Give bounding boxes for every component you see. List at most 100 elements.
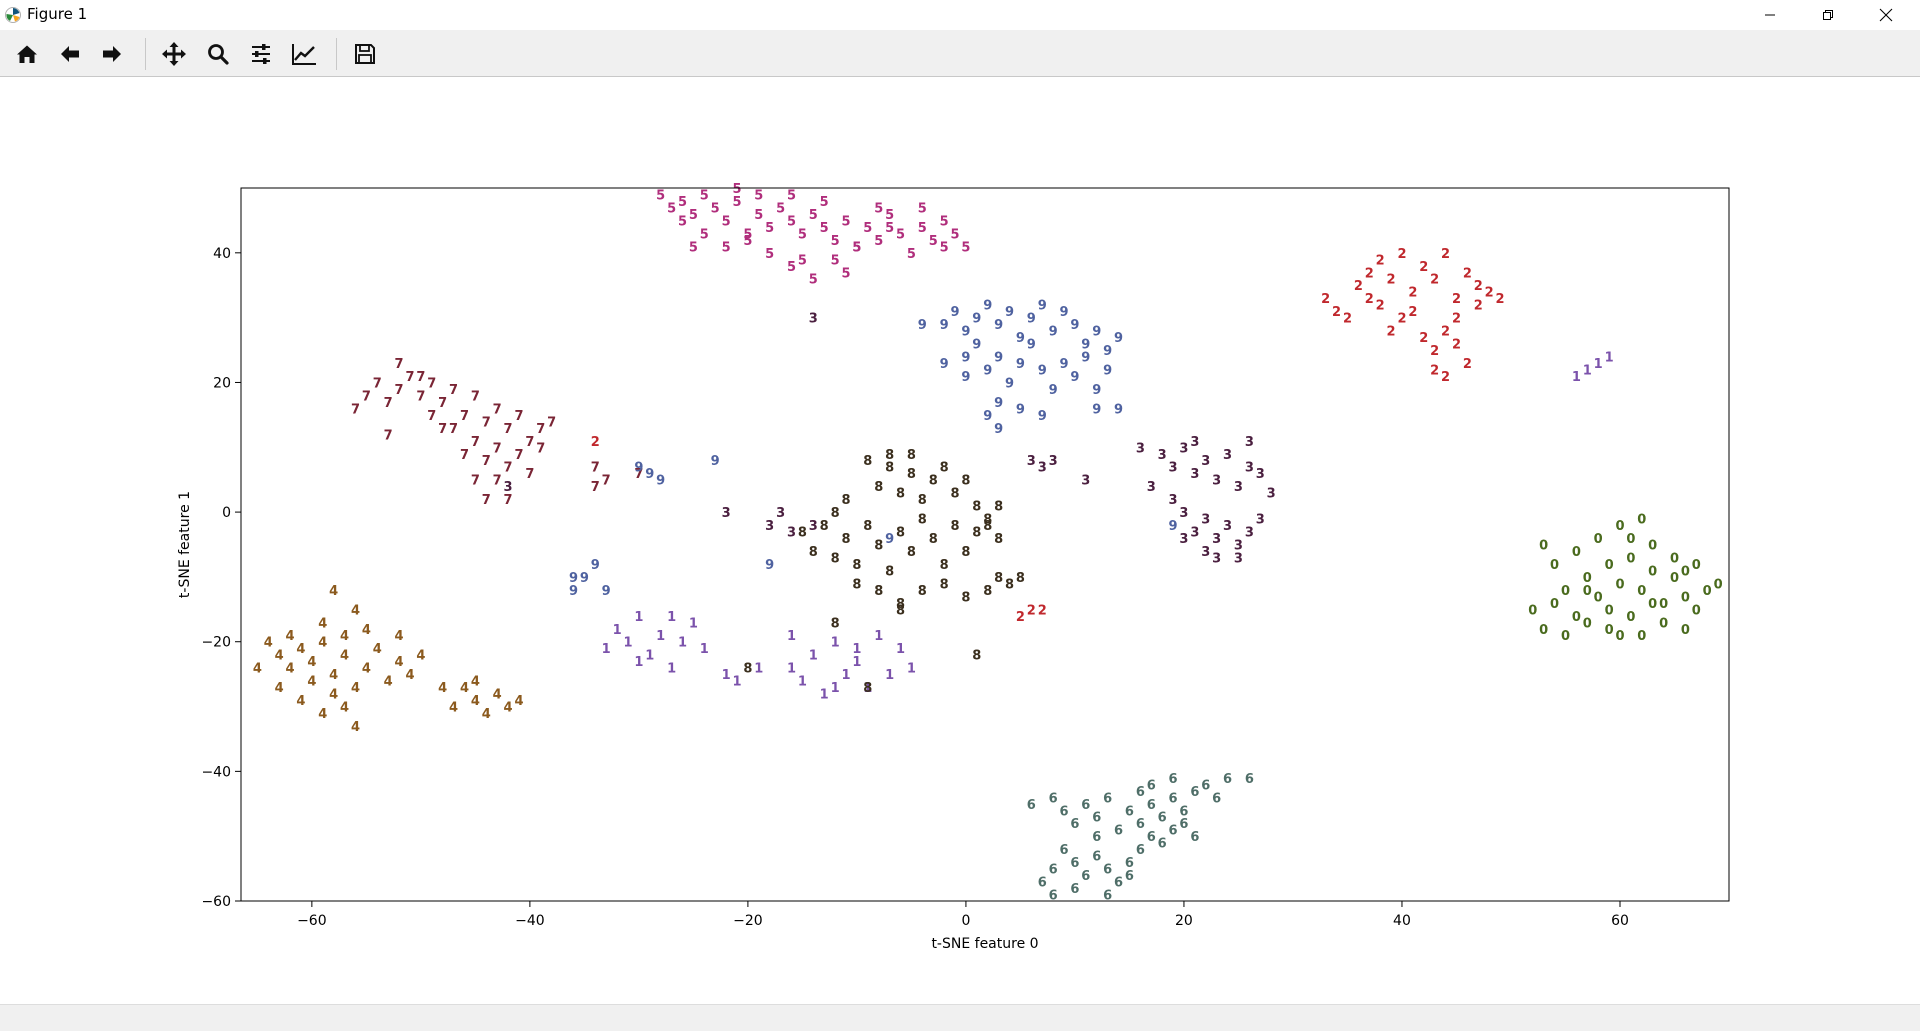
digit-point-5: 5 — [798, 253, 807, 268]
digit-point-5: 5 — [950, 227, 959, 242]
digit-point-8: 8 — [918, 513, 927, 528]
digit-point-5: 5 — [743, 234, 752, 249]
digit-point-9: 9 — [569, 571, 578, 586]
digit-point-8: 8 — [972, 526, 981, 541]
digit-point-3: 3 — [1212, 474, 1221, 489]
digit-point-7: 7 — [536, 422, 545, 437]
digit-point-7: 7 — [362, 389, 371, 404]
digit-point-9: 9 — [634, 461, 643, 476]
digit-point-3: 3 — [1179, 441, 1188, 456]
digit-point-1: 1 — [831, 681, 840, 696]
digit-point-9: 9 — [1027, 338, 1036, 353]
digit-point-4: 4 — [296, 694, 305, 709]
digit-point-5: 5 — [700, 188, 709, 203]
digit-point-6: 6 — [1190, 830, 1199, 845]
digit-point-0: 0 — [1626, 532, 1635, 547]
home-button[interactable] — [9, 37, 45, 71]
digit-point-9: 9 — [1070, 370, 1079, 385]
digit-point-5: 5 — [852, 240, 861, 255]
digit-point-6: 6 — [1049, 863, 1058, 878]
digit-point-5: 5 — [798, 227, 807, 242]
digit-point-5: 5 — [929, 234, 938, 249]
digit-point-1: 1 — [896, 642, 905, 657]
digit-point-9: 9 — [1081, 338, 1090, 353]
x-tick-label: 60 — [1611, 913, 1629, 929]
digit-point-8: 8 — [994, 571, 1003, 586]
x-axis-ticks: −60 −40 −20 0 20 40 60 — [297, 901, 1629, 929]
pan-button[interactable] — [156, 37, 192, 71]
digit-point-1: 1 — [667, 610, 676, 625]
digit-point-4: 4 — [514, 694, 523, 709]
digit-point-0: 0 — [1615, 519, 1624, 534]
digit-point-2: 2 — [1430, 273, 1439, 288]
minimize-button[interactable] — [1741, 0, 1799, 30]
digit-point-2: 2 — [1387, 325, 1396, 340]
digit-point-0: 0 — [1539, 623, 1548, 638]
digit-point-2: 2 — [1452, 312, 1461, 327]
digit-point-0: 0 — [1626, 610, 1635, 625]
digit-point-6: 6 — [1103, 863, 1112, 878]
digit-point-5: 5 — [809, 208, 818, 223]
digit-point-8: 8 — [961, 474, 970, 489]
digit-point-3: 3 — [1256, 513, 1265, 528]
back-button[interactable] — [52, 37, 88, 71]
digit-point-9: 9 — [994, 396, 1003, 411]
digit-point-6: 6 — [1060, 843, 1069, 858]
digit-point-3: 3 — [1169, 493, 1178, 508]
digit-point-2: 2 — [1496, 292, 1505, 307]
edit-axis-button[interactable] — [286, 37, 322, 71]
digit-point-1: 1 — [689, 616, 698, 631]
digit-point-4: 4 — [286, 662, 295, 677]
digit-point-8: 8 — [896, 526, 905, 541]
digit-point-6: 6 — [1038, 876, 1047, 891]
digit-point-6: 6 — [1081, 798, 1090, 813]
digit-point-3: 3 — [809, 519, 818, 534]
digit-point-2: 2 — [1441, 325, 1450, 340]
digit-point-2: 2 — [1027, 603, 1036, 618]
digit-point-9: 9 — [983, 409, 992, 424]
digit-point-6: 6 — [1049, 791, 1058, 806]
digit-point-2: 2 — [1430, 363, 1439, 378]
digit-point-6: 6 — [1147, 778, 1156, 793]
digit-point-5: 5 — [940, 214, 949, 229]
digit-point-9: 9 — [1103, 363, 1112, 378]
digit-point-2: 2 — [1321, 292, 1330, 307]
arrow-left-icon — [61, 46, 79, 62]
x-tick-label: 20 — [1175, 913, 1193, 929]
digit-point-0: 0 — [1659, 597, 1668, 612]
digit-point-5: 5 — [831, 234, 840, 249]
digit-point-3: 3 — [1169, 461, 1178, 476]
forward-button[interactable] — [94, 37, 130, 71]
zoom-button[interactable] — [200, 37, 236, 71]
digit-point-6: 6 — [1070, 817, 1079, 832]
digit-point-5: 5 — [667, 201, 676, 216]
configure-subplots-button[interactable] — [243, 37, 279, 71]
digit-point-5: 5 — [787, 214, 796, 229]
digit-point-5: 5 — [754, 208, 763, 223]
restore-button[interactable] — [1799, 0, 1857, 30]
floppy-disk-icon — [355, 44, 375, 64]
home-icon — [17, 45, 37, 63]
digit-point-7: 7 — [351, 402, 360, 417]
digit-point-2: 2 — [1419, 331, 1428, 346]
close-button[interactable] — [1857, 0, 1915, 30]
digit-point-6: 6 — [1114, 824, 1123, 839]
digit-point-8: 8 — [983, 513, 992, 528]
toolbar-separator — [145, 38, 146, 70]
digit-point-8: 8 — [874, 584, 883, 599]
save-button[interactable] — [347, 37, 383, 71]
digit-point-2: 2 — [1332, 305, 1341, 320]
digit-point-9: 9 — [765, 558, 774, 573]
digit-point-9: 9 — [1016, 402, 1025, 417]
digit-point-5: 5 — [700, 227, 709, 242]
digit-point-8: 8 — [961, 545, 970, 560]
digit-point-0: 0 — [1637, 513, 1646, 528]
digit-point-3: 3 — [1147, 480, 1156, 495]
digit-point-4: 4 — [438, 681, 447, 696]
digit-point-1: 1 — [1594, 357, 1603, 372]
digit-point-7: 7 — [525, 467, 534, 482]
digit-point-1: 1 — [852, 642, 861, 657]
digit-point-4: 4 — [253, 662, 262, 677]
